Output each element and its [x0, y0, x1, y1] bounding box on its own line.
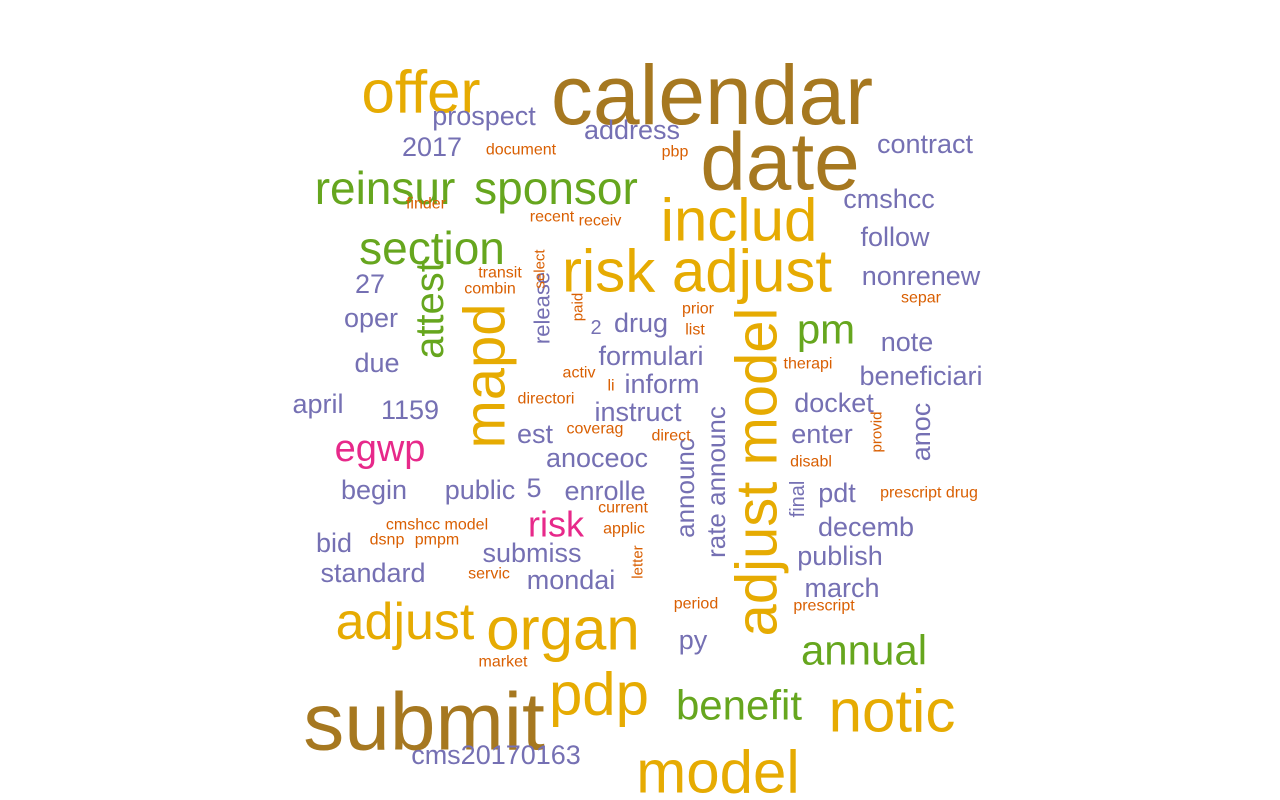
cloud-word-drug: drug: [614, 308, 668, 338]
cloud-word-pbp: pbp: [662, 144, 689, 161]
cloud-word-calendar: calendar: [551, 48, 873, 142]
cloud-word-egwp: egwp: [335, 428, 426, 470]
cloud-word-mondai: mondai: [527, 565, 616, 595]
cloud-word-coverag: coverag: [567, 421, 624, 438]
cloud-word-nonrenew: nonrenew: [862, 261, 981, 291]
cloud-word-document: document: [486, 142, 557, 159]
cloud-word-contract: contract: [877, 129, 974, 159]
cloud-word-annual: annual: [801, 627, 927, 674]
cloud-word-publish: publish: [797, 541, 883, 571]
cloud-word-combin: combin: [464, 281, 516, 298]
cloud-word-py: py: [679, 625, 708, 655]
cloud-word-model: model: [636, 739, 799, 800]
cloud-word-period: period: [674, 596, 718, 613]
cloud-word-inform: inform: [624, 369, 699, 399]
cloud-word-select: select: [532, 249, 549, 289]
cloud-word-enrolle: enrolle: [564, 476, 645, 506]
cloud-word-current: current: [598, 500, 648, 517]
cloud-word-formulari: formulari: [598, 341, 703, 371]
cloud-word-2: 2: [590, 317, 601, 339]
cloud-word-27: 27: [355, 269, 385, 299]
cloud-word-submiss: submiss: [482, 538, 581, 568]
cloud-word-april: april: [292, 389, 343, 419]
cloud-word-submit: submit: [303, 677, 545, 768]
cloud-word-public: public: [445, 475, 516, 505]
cloud-word-prescript-drug: prescript drug: [880, 485, 978, 502]
cloud-word-li: li: [607, 378, 614, 395]
cloud-word-decemb: decemb: [818, 512, 914, 542]
cloud-word-adjust-model: adjust model: [725, 308, 790, 637]
cloud-word-notic: notic: [829, 678, 956, 745]
cloud-word-pm: pm: [797, 306, 855, 353]
cloud-word-due: due: [354, 348, 399, 378]
cloud-word-anoceoc: anoceoc: [546, 443, 648, 473]
cloud-word-5: 5: [526, 473, 541, 503]
cloud-word-receiv: receiv: [579, 213, 622, 230]
cloud-word-begin: begin: [341, 475, 407, 505]
cloud-word-note: note: [881, 327, 934, 357]
cloud-word-release: release: [530, 272, 555, 344]
cloud-word-therapi: therapi: [784, 356, 833, 373]
cloud-word-recent: recent: [530, 209, 575, 226]
cloud-word-sponsor: sponsor: [474, 162, 638, 214]
cloud-word-finder: finder: [406, 196, 447, 213]
cloud-word-beneficiari: beneficiari: [859, 361, 982, 391]
cloud-word-activ: activ: [563, 365, 596, 382]
cloud-word-standard: standard: [320, 558, 425, 588]
cloud-word-instruct: instruct: [594, 397, 682, 427]
cloud-word-direct: direct: [651, 428, 691, 445]
cloud-word-disabl: disabl: [790, 454, 832, 471]
cloud-word-separ: separ: [901, 290, 942, 307]
cloud-word-provid: provid: [869, 412, 886, 453]
cloud-word-applic: applic: [603, 521, 645, 538]
cloud-word-benefit: benefit: [676, 682, 802, 729]
cloud-word-cmshcc: cmshcc: [843, 184, 935, 214]
cloud-word-pdt: pdt: [818, 478, 856, 508]
cloud-word-risk-adjust: risk adjust: [562, 238, 832, 305]
cloud-word-bid: bid: [316, 528, 352, 558]
cloud-word-paid: paid: [570, 293, 587, 321]
cloud-word-follow: follow: [860, 222, 930, 252]
cloud-word-prior: prior: [682, 301, 715, 318]
cloud-word-final: final: [787, 481, 809, 518]
cloud-word-offer: offer: [362, 59, 481, 126]
cloud-word-oper: oper: [344, 303, 398, 333]
cloud-word-adjust: adjust: [336, 593, 475, 651]
cloud-word-date: date: [700, 117, 860, 208]
cloud-word-prospect: prospect: [432, 101, 536, 131]
cloud-word-includ: includ: [661, 187, 818, 254]
cloud-word-dsnp: dsnp: [370, 532, 405, 549]
cloud-word-est: est: [517, 419, 554, 449]
cloud-word-risk: risk: [528, 504, 585, 545]
cloud-word-market: market: [479, 654, 528, 671]
cloud-word-reinsur: reinsur: [315, 162, 456, 214]
cloud-word-cms20170163: cms20170163: [411, 740, 581, 770]
cloud-word-attest: attest: [408, 261, 452, 359]
cloud-word-transit: transit: [478, 265, 522, 282]
cloud-word-rate-announc: rate announc: [701, 406, 731, 558]
cloud-word-servic: servic: [468, 566, 510, 583]
cloud-word-pmpm: pmpm: [415, 532, 459, 549]
cloud-word-list: list: [685, 322, 705, 339]
cloud-word-2017: 2017: [402, 132, 462, 162]
cloud-word-1159: 1159: [381, 395, 439, 425]
cloud-word-letter: letter: [630, 545, 647, 578]
cloud-word-cmshcc-model: cmshcc model: [386, 517, 488, 534]
cloud-word-docket: docket: [794, 388, 874, 418]
cloud-word-address: address: [584, 115, 680, 145]
cloud-word-enter: enter: [791, 419, 853, 449]
cloud-word-prescript: prescript: [793, 598, 855, 615]
cloud-word-section: section: [359, 222, 505, 274]
cloud-word-directori: directori: [518, 391, 575, 408]
cloud-word-organ: organ: [486, 596, 639, 663]
cloud-word-announc: announc: [670, 438, 700, 538]
cloud-word-pdp: pdp: [549, 661, 649, 728]
cloud-word-anoc: anoc: [906, 403, 936, 462]
cloud-word-mapd: mapd: [453, 303, 518, 448]
cloud-word-march: march: [804, 573, 879, 603]
